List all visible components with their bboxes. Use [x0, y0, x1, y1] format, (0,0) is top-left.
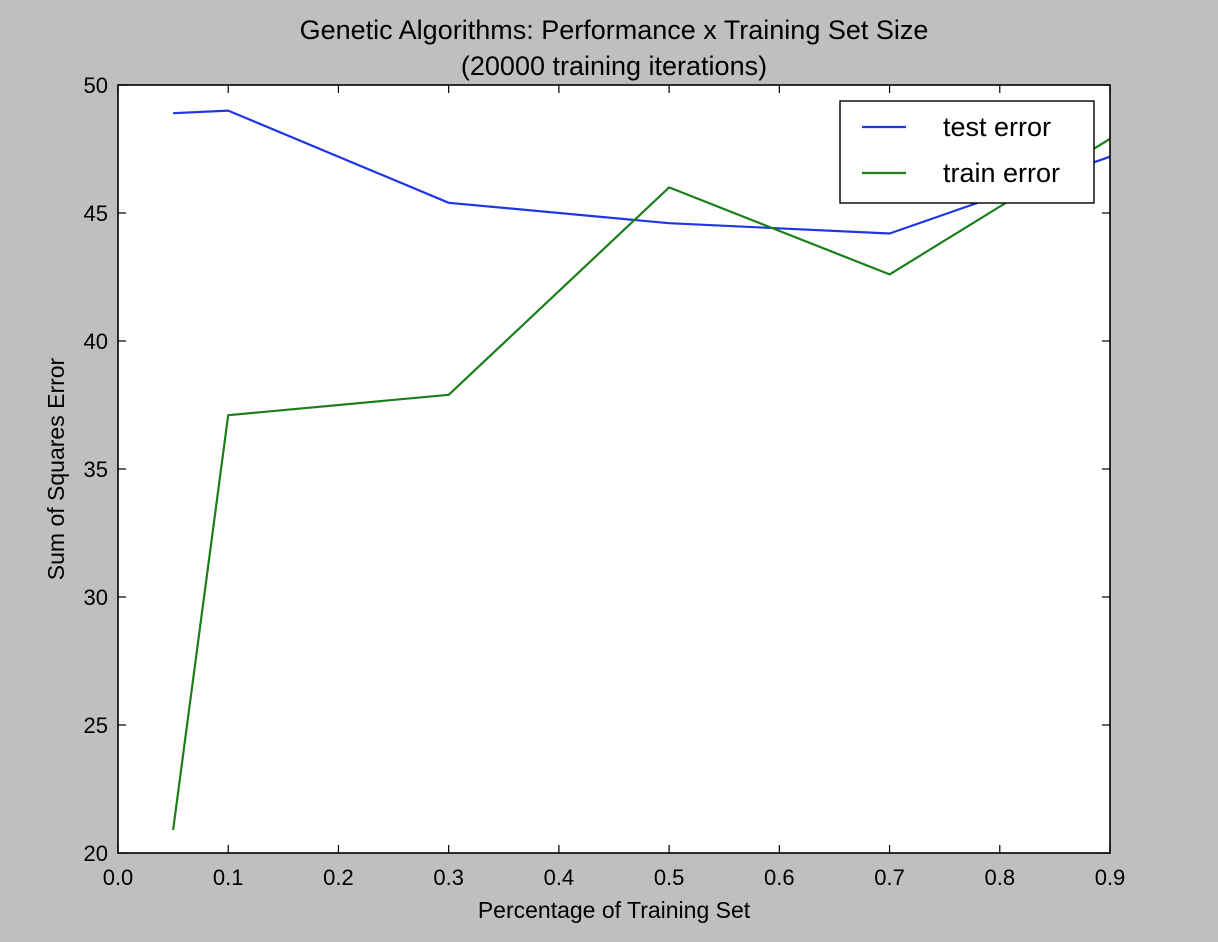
- series-layer: [172, 109, 1110, 831]
- chart-subtitle: (20000 training iterations): [461, 51, 767, 81]
- x-tick-label: 0.0: [103, 865, 134, 890]
- x-axis-ticks: 0.0 0.1 0.2 0.3 0.4 0.5 0.6 0.7 0.8 0.9: [103, 85, 1126, 890]
- x-tick-label: 0.8: [984, 865, 1015, 890]
- x-tick-label: 0.9: [1095, 865, 1126, 890]
- x-axis-label: Percentage of Training Set: [478, 897, 751, 923]
- series-line-test-error: [173, 109, 1110, 235]
- y-tick-label: 50: [84, 73, 108, 98]
- legend-box: [839, 100, 1095, 204]
- series-line-train-error: [172, 137, 1110, 831]
- y-tick-label: 30: [84, 585, 108, 610]
- x-tick-label: 0.5: [654, 865, 685, 890]
- x-tick-label: 0.3: [433, 865, 464, 890]
- x-tick-label: 0.4: [544, 865, 575, 890]
- legend-label: test error: [943, 112, 1051, 142]
- y-tick-label: 25: [84, 713, 108, 738]
- legend-label: train error: [943, 158, 1060, 188]
- y-axis-ticks: 20 25 30 35 40 45 50: [84, 73, 1110, 866]
- y-axis-label: Sum of Squares Error: [43, 357, 69, 580]
- y-tick-label: 20: [84, 841, 108, 866]
- x-tick-label: 0.1: [213, 865, 244, 890]
- x-tick-label: 0.7: [874, 865, 905, 890]
- legend: test error train error: [839, 100, 1095, 204]
- x-tick-label: 0.6: [764, 865, 795, 890]
- plot-area: [118, 85, 1110, 853]
- y-tick-label: 45: [84, 201, 108, 226]
- chart-title: Genetic Algorithms: Performance x Traini…: [300, 15, 929, 45]
- x-tick-label: 0.2: [323, 865, 354, 890]
- y-tick-label: 35: [84, 457, 108, 482]
- y-tick-label: 40: [84, 329, 108, 354]
